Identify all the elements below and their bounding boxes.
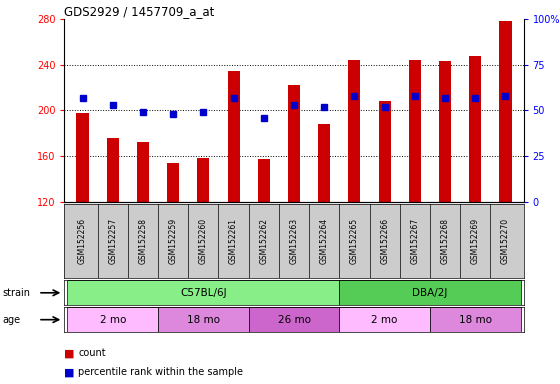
Text: ■: ■ xyxy=(64,348,75,358)
Text: 2 mo: 2 mo xyxy=(100,314,126,325)
Text: GSM152260: GSM152260 xyxy=(199,218,208,264)
Bar xyxy=(318,124,330,202)
Bar xyxy=(249,307,339,332)
Bar xyxy=(500,22,511,202)
Text: count: count xyxy=(78,348,106,358)
Bar xyxy=(339,307,430,332)
Text: GSM152264: GSM152264 xyxy=(320,218,329,264)
Bar xyxy=(348,60,361,202)
Bar xyxy=(379,101,391,202)
Text: age: age xyxy=(3,314,21,325)
Text: percentile rank within the sample: percentile rank within the sample xyxy=(78,367,244,377)
Text: GDS2929 / 1457709_a_at: GDS2929 / 1457709_a_at xyxy=(64,5,215,18)
Bar xyxy=(67,307,158,332)
Text: C57BL/6J: C57BL/6J xyxy=(180,288,227,298)
Text: ■: ■ xyxy=(64,367,75,377)
Text: 26 mo: 26 mo xyxy=(278,314,310,325)
Bar xyxy=(77,113,88,202)
Text: GSM152259: GSM152259 xyxy=(169,218,178,264)
Text: strain: strain xyxy=(3,288,31,298)
Bar xyxy=(107,138,119,202)
Text: DBA/2J: DBA/2J xyxy=(412,288,447,298)
Bar xyxy=(227,71,240,202)
Text: GSM152258: GSM152258 xyxy=(138,218,147,264)
Text: GSM152266: GSM152266 xyxy=(380,218,389,264)
Bar xyxy=(439,61,451,202)
Text: GSM152256: GSM152256 xyxy=(78,218,87,264)
Text: GSM152263: GSM152263 xyxy=(290,218,298,264)
Bar xyxy=(469,56,481,202)
Text: GSM152265: GSM152265 xyxy=(350,218,359,264)
Text: 2 mo: 2 mo xyxy=(371,314,398,325)
Bar xyxy=(430,307,521,332)
Bar xyxy=(409,60,421,202)
Text: GSM152262: GSM152262 xyxy=(259,218,268,264)
Bar xyxy=(339,280,521,305)
Bar xyxy=(67,280,339,305)
Text: GSM152270: GSM152270 xyxy=(501,218,510,264)
Text: GSM152261: GSM152261 xyxy=(229,218,238,264)
Text: GSM152257: GSM152257 xyxy=(108,218,117,264)
Text: GSM152269: GSM152269 xyxy=(471,218,480,264)
Text: 18 mo: 18 mo xyxy=(459,314,492,325)
Bar xyxy=(197,158,209,202)
Bar xyxy=(167,163,179,202)
Text: GSM152268: GSM152268 xyxy=(441,218,450,264)
Bar xyxy=(158,307,249,332)
Bar xyxy=(288,85,300,202)
Bar xyxy=(137,142,149,202)
Bar xyxy=(258,159,270,202)
Text: 18 mo: 18 mo xyxy=(187,314,220,325)
Text: GSM152267: GSM152267 xyxy=(410,218,419,264)
